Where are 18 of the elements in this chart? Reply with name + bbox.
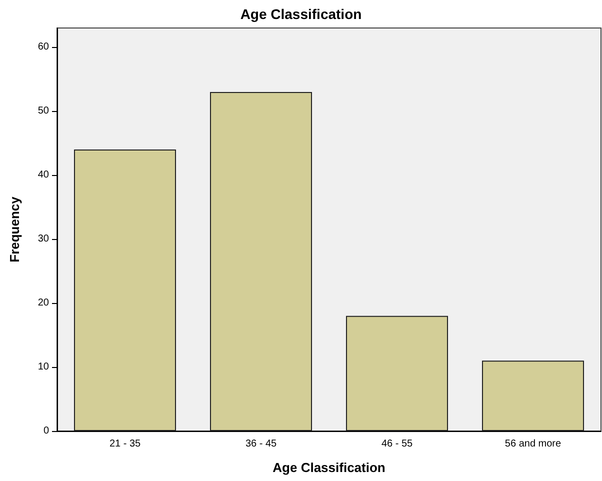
bar (482, 360, 584, 431)
x-tick-label: 56 and more (504, 438, 562, 450)
y-tick-label: 40 (38, 170, 50, 181)
y-tick-label: 10 (38, 362, 50, 373)
y-tick-label: 20 (38, 298, 50, 309)
y-tick-label: 50 (38, 106, 50, 117)
bar (210, 92, 312, 431)
y-axis-title: Frequency (7, 196, 22, 262)
chart-title: Age Classification (240, 6, 362, 22)
y-tick-label: 30 (38, 234, 50, 245)
x-axis-title: Age Classification (272, 460, 386, 475)
y-tick-label: 0 (43, 426, 50, 436)
x-tick-label: 21 - 35 (109, 438, 141, 450)
x-tick-label: 46 - 55 (381, 438, 413, 450)
bar (346, 316, 448, 431)
y-tick-label: 60 (38, 42, 50, 53)
bar (74, 150, 176, 431)
x-tick-label: 36 - 45 (245, 438, 277, 450)
